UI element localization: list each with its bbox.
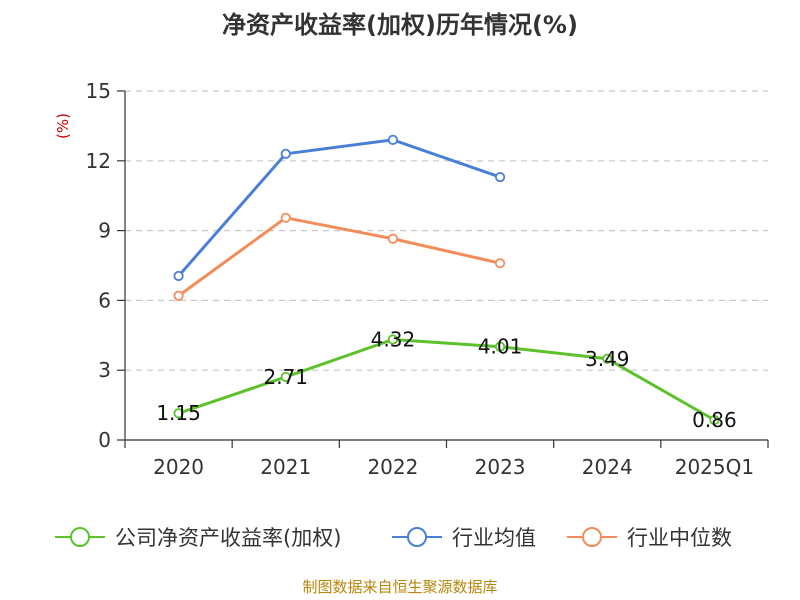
data-point[interactable] (709, 414, 720, 426)
y-tick-label: 9 (98, 219, 111, 243)
data-point[interactable] (387, 134, 399, 145)
legend-swatch-marker (582, 527, 602, 547)
y-tick-label: 0 (98, 428, 111, 452)
y-tick-label: 6 (98, 288, 111, 312)
data-labels: 1.15 2.71 4.32 4.01 3.49 0.86 (156, 327, 736, 432)
chart-title: 净资产收益率(加权)历年情况(%) (222, 11, 578, 39)
data-point[interactable] (494, 258, 506, 269)
x-tick-label: 2025Q1 (675, 455, 754, 479)
data-point[interactable] (494, 341, 506, 352)
y-axis-unit: (%) (54, 113, 72, 139)
y-tick-label: 12 (86, 149, 111, 173)
legend-swatch-marker (407, 527, 427, 547)
legend-label: 行业均值 (452, 526, 536, 550)
data-label: 3.49 (585, 347, 630, 371)
source-note: 制图数据来自恒生聚源数据库 (302, 578, 497, 596)
data-point[interactable] (173, 270, 184, 282)
y-tick-label: 3 (98, 358, 111, 382)
data-label: 0.86 (692, 408, 737, 432)
axes: 0 3 6 9 12 15 2020 2021 2022 2023 2024 2025Q1 (86, 79, 769, 479)
series-1 (173, 334, 720, 426)
legend-item-2[interactable]: 行业均值 (392, 526, 536, 550)
x-tick-label: 2021 (260, 455, 311, 479)
data-label: 4.01 (478, 335, 523, 359)
data-point[interactable] (387, 334, 399, 345)
x-tick-label: 2020 (153, 455, 204, 479)
x-tick-label: 2024 (582, 455, 633, 479)
series-group (173, 134, 720, 426)
series-line (177, 216, 501, 297)
x-tick-label: 2022 (367, 455, 418, 479)
legend-item-1[interactable]: 公司净资产收益率(加权) (55, 526, 341, 550)
data-point[interactable] (280, 148, 291, 159)
data-point[interactable] (280, 212, 291, 223)
data-point[interactable] (602, 353, 613, 364)
data-point[interactable] (494, 171, 506, 183)
legend-label: 公司净资产收益率(加权) (115, 526, 341, 550)
legend[interactable]: 公司净资产收益率(加权) 行业均值 行业中位数 (55, 526, 732, 550)
series-line (177, 138, 501, 277)
y-tick-label: 15 (86, 79, 111, 103)
series-3 (173, 212, 506, 301)
data-point[interactable] (387, 233, 399, 244)
data-point[interactable] (280, 371, 291, 383)
grid-lines (125, 90, 768, 371)
legend-item-3[interactable]: 行业中位数 (567, 526, 732, 550)
data-point[interactable] (173, 290, 184, 301)
series-2 (173, 134, 506, 282)
legend-label: 行业中位数 (627, 526, 732, 550)
x-tick-label: 2023 (475, 455, 526, 479)
data-label: 2.71 (263, 365, 308, 389)
data-point[interactable] (173, 408, 184, 419)
data-label: 1.15 (156, 401, 201, 425)
series-line (178, 337, 716, 422)
legend-swatch-marker (70, 527, 90, 547)
data-label: 4.32 (371, 327, 416, 351)
